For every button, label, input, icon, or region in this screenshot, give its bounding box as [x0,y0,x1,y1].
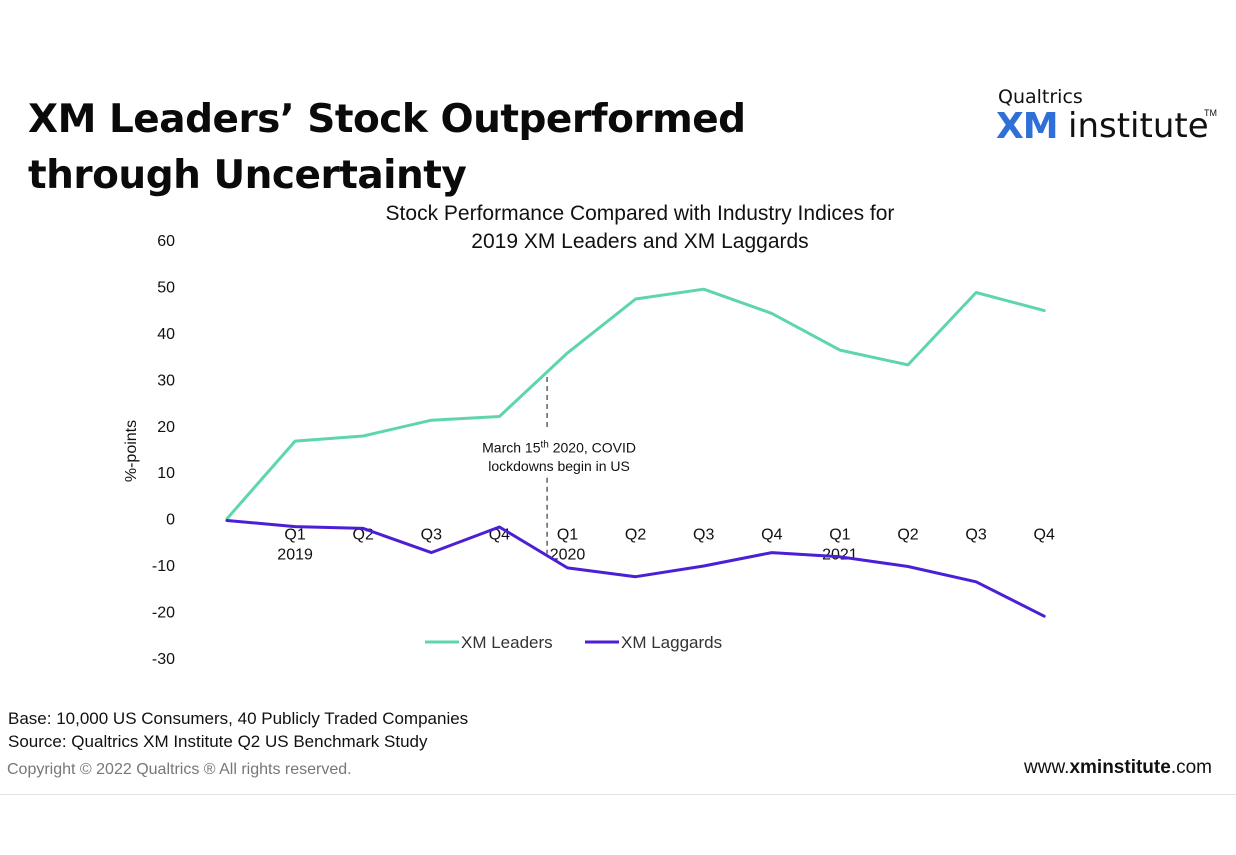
logo-institute: institute [1068,106,1209,146]
site-suffix: .com [1170,757,1212,778]
footer-copyright: Copyright © 2022 Qualtrics ® All rights … [7,761,352,778]
x-tick-label: Q1 [557,527,578,544]
x-axis-ticks: Q1 Q2 Q3 Q4 Q1 Q2 Q3 Q4 Q1 Q2 Q3 Q4 [284,527,1055,544]
ann-sup: th [540,439,548,450]
x-tick-label: Q2 [625,527,646,544]
website-link[interactable]: www.xminstitute.com [1024,757,1212,779]
y-tick-label: 40 [157,326,175,343]
y-tick-label: -30 [152,651,175,668]
x-tick-label: Q1 [284,527,305,544]
y-tick-label: 50 [157,279,175,296]
x-tick-label: Q4 [1034,527,1055,544]
chart-title: Stock Performance Compared with Industry… [250,200,1030,256]
ann-post: 2020, COVID [549,440,636,456]
y-tick-label: -20 [152,605,175,622]
y-tick-label: 10 [157,465,175,482]
event-annotation-line2: lockdowns begin in US [488,458,630,474]
logo-trademark: TM [1204,108,1217,118]
series-line-xm-laggards [225,519,1046,618]
series-line-xm-leaders [225,287,1046,521]
x-tick-label: Q3 [965,527,986,544]
page-title: XM Leaders’ Stock Outperformed through U… [28,92,788,204]
page-title-line1: XM Leaders’ Stock Outperformed [28,97,746,142]
y-tick-label: 30 [157,372,175,389]
page-title-line2: through Uncertainty [28,153,467,198]
x-tick-label: Q2 [897,527,918,544]
logo-brand: Qualtrics [998,86,1083,108]
event-annotation-line1: March 15th 2020, COVID [482,439,636,456]
x-tick-label: Q3 [421,527,442,544]
y-tick-label: 60 [157,233,175,250]
y-tick-label: 0 [166,512,175,529]
x-tick-label: Q1 [829,527,850,544]
chart-title-line1: Stock Performance Compared with Industry… [385,202,895,225]
y-axis-label: %-points [123,420,140,482]
y-axis-ticks: 60 50 40 30 20 10 0 -10 -20 -30 [152,233,175,668]
legend: XM Leaders XM Laggards [425,633,722,652]
site-bold: xminstitute [1069,757,1171,778]
chart-title-line2: 2019 XM Leaders and XM Laggards [471,230,809,253]
xm-institute-logo: Qualtrics XM institute TM [996,84,1226,154]
footer-divider [0,794,1236,795]
legend-label: XM Leaders [461,633,553,652]
series-lines [225,287,1046,618]
legend-label: XM Laggards [621,633,722,652]
ann-pre: March 15 [482,440,541,456]
logo-xm: XM [996,106,1059,147]
x-year-label: 2019 [277,547,313,564]
footer-source: Source: Qualtrics XM Institute Q2 US Ben… [8,732,428,751]
x-tick-label: Q4 [761,527,782,544]
y-tick-label: -10 [152,558,175,575]
site-prefix: www. [1024,757,1070,778]
y-tick-label: 20 [157,419,175,436]
x-axis-year-labels: 2019 2020 2021 [277,547,857,564]
x-year-label: 2020 [550,547,586,564]
footer-base: Base: 10,000 US Consumers, 40 Publicly T… [8,709,469,728]
line-chart: 60 50 40 30 20 10 0 -10 -20 -30 %-points Q1 Q2 Q3 Q4… [123,233,1055,668]
x-tick-label: Q3 [693,527,714,544]
